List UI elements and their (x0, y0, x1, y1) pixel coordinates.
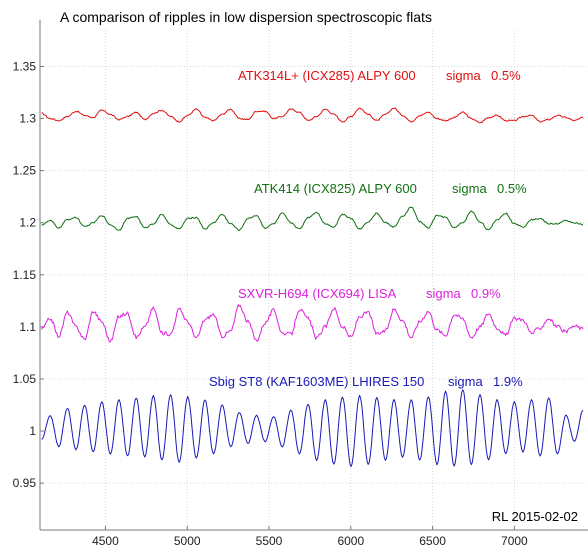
x-tick-label: 5500 (256, 534, 283, 548)
series-name-label: Sbig ST8 (KAF1603ME) LHIRES 150 (209, 374, 424, 389)
x-tick-label: 4500 (92, 534, 119, 548)
grid-lines (40, 30, 588, 530)
y-tick-label: 1.3 (19, 112, 36, 126)
series-label-1: ATK314L+ (ICX285) ALPY 600 sigma 0.5% (238, 68, 521, 83)
y-tick-label: 1.25 (13, 164, 37, 178)
y-tick-label: 1 (29, 424, 36, 438)
x-tick-label: 7000 (501, 534, 528, 548)
series-line-4 (41, 389, 584, 468)
series-lines (41, 107, 584, 468)
sigma-label: sigma (452, 181, 487, 196)
x-tick-label: 6500 (419, 534, 446, 548)
series-name-label: SXVR-H694 (ICX694) LISA (238, 286, 397, 301)
sigma-value: 0.9% (471, 286, 501, 301)
x-tick-label: 6000 (337, 534, 364, 548)
plot-frame (39, 20, 588, 531)
x-tick-label: 5000 (174, 534, 201, 548)
series-label-3: SXVR-H694 (ICX694) LISA sigma 0.9% (238, 286, 501, 301)
chart-title: A comparison of ripples in low dispersio… (60, 9, 432, 25)
sigma-label: sigma (448, 374, 483, 389)
y-axis-tick-labels: 0.95 1 1.05 1.1 1.15 1.2 1.25 1.3 1.35 (13, 59, 37, 490)
y-tick-label: 1.05 (13, 372, 37, 386)
series-line-2 (41, 206, 584, 232)
series-label-4: Sbig ST8 (KAF1603ME) LHIRES 150 sigma 1.9% (209, 374, 523, 389)
series-label-2: ATK414 (ICX825) ALPY 600 sigma 0.5% (254, 181, 527, 196)
y-tick-label: 1.1 (19, 320, 36, 334)
author-date-annotation: RL 2015-02-02 (492, 509, 578, 524)
series-name-label: ATK314L+ (ICX285) ALPY 600 (238, 68, 416, 83)
series-labels: ATK314L+ (ICX285) ALPY 600 sigma 0.5%ATK41… (209, 68, 527, 389)
series-name-label: ATK414 (ICX825) ALPY 600 (254, 181, 417, 196)
sigma-value: 0.5% (497, 181, 527, 196)
sigma-label: sigma (426, 286, 461, 301)
y-tick-label: 1.35 (13, 59, 37, 73)
y-tick-label: 1.2 (19, 216, 36, 230)
sigma-label: sigma (446, 68, 481, 83)
series-line-1 (41, 107, 584, 124)
y-tick-label: 1.15 (13, 268, 37, 282)
series-line-3 (41, 304, 584, 343)
x-axis-tick-labels: 4500 5000 5500 6000 6500 7000 (92, 534, 528, 548)
sigma-value: 0.5% (491, 68, 521, 83)
sigma-value: 1.9% (493, 374, 523, 389)
y-tick-label: 0.95 (13, 476, 37, 490)
